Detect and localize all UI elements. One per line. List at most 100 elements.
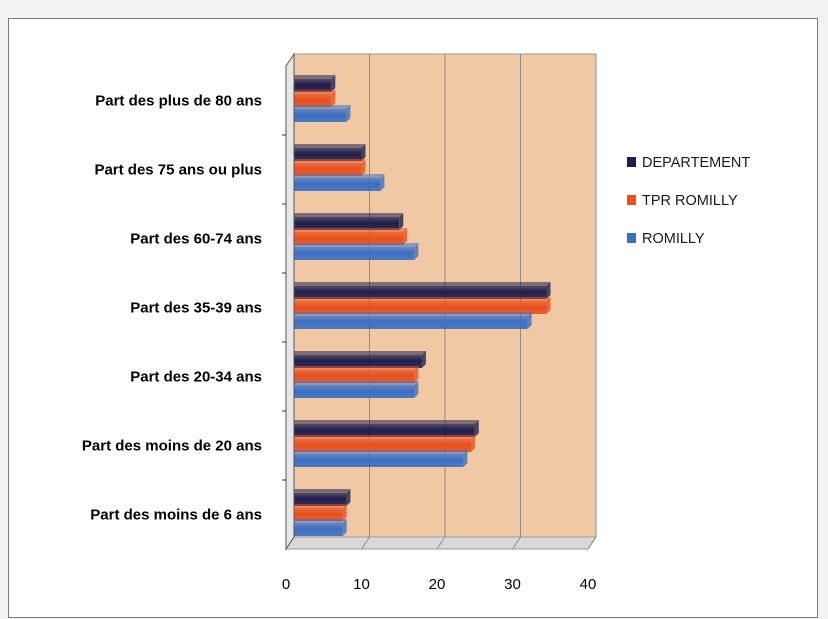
bar-front-face [286, 439, 471, 452]
category-label-part-des-35-39-ans: Part des 35-39 ans [130, 300, 262, 317]
bar-top-face [286, 450, 468, 454]
category-label-part-des-75-ans-ou-plus: Part des 75 ans ou plus [94, 162, 262, 179]
x-tick-label-20: 20 [429, 576, 446, 593]
bar-tpr-romilly-part-des-75-ans-ou-plus [286, 159, 366, 176]
bar-front-face [286, 301, 547, 314]
bar-departement-part-des-75-ans-ou-plus [286, 144, 366, 161]
bar-departement-part-des-moins-de-20-ans [286, 420, 479, 437]
bar-departement-part-des-35-39-ans [286, 282, 551, 299]
bar-front-face [286, 178, 381, 191]
bar-end-face [546, 282, 551, 299]
bar-front-face [286, 109, 347, 122]
legend-item-romilly: ROMILLY [627, 231, 705, 247]
bar-front-face [286, 232, 404, 245]
floor-gridline-20 [436, 536, 446, 550]
axes [282, 52, 295, 551]
category-label-part-des-moins-de-20-ans: Part des moins de 20 ans [82, 438, 262, 455]
bar-top-face [286, 282, 551, 286]
bar-top-face [286, 435, 475, 439]
bar-top-face [286, 105, 351, 109]
legend-item-tpr-romilly: TPR ROMILLY [627, 193, 738, 209]
category-label-part-des-60-74-ans: Part des 60-74 ans [130, 231, 262, 248]
legend-swatch [627, 195, 636, 205]
legend-label: DEPARTEMENT [642, 155, 750, 171]
bar-front-face [286, 247, 415, 260]
category-labels: Part des plus de 80 ans Part des 75 ans o… [82, 93, 262, 524]
floor-gridline-10 [361, 536, 370, 550]
bar-end-face [527, 312, 532, 329]
bar-tpr-romilly-part-des-60-74-ans [286, 228, 408, 245]
bar-end-face [342, 519, 347, 536]
bar-romilly-part-des-35-39-ans [286, 312, 532, 329]
bar-romilly-part-des-20-34-ans [286, 381, 419, 398]
bar-top-face [286, 489, 351, 493]
bar-end-face [470, 435, 475, 452]
bar-end-face [546, 297, 551, 314]
bar-tpr-romilly-part-des-20-34-ans [286, 366, 419, 383]
bar-top-face [286, 75, 336, 79]
bar-tpr-romilly-part-des-35-39-ans [286, 297, 551, 314]
bar-end-face [414, 366, 419, 383]
bar-top-face [286, 144, 366, 148]
legend-swatch [627, 157, 636, 167]
legend-label: TPR ROMILLY [642, 193, 738, 209]
x-tick-labels: 0 10 20 30 40 [282, 576, 597, 593]
bar-front-face [286, 370, 415, 383]
legend-swatch [627, 233, 636, 243]
bar-romilly-part-des-moins-de-6-ans [286, 519, 347, 536]
bar-front-face [286, 217, 400, 230]
category-label-part-des-moins-de-6-ans: Part des moins de 6 ans [90, 507, 262, 524]
bar-tpr-romilly-part-des-moins-de-6-ans [286, 504, 347, 521]
bar-top-face [286, 243, 419, 247]
bar-top-face [286, 504, 347, 508]
bar-top-face [286, 420, 479, 424]
bar-front-face [286, 79, 332, 92]
legend: DEPARTEMENT TPR ROMILLY ROMILLY [627, 155, 750, 247]
bar-end-face [361, 144, 366, 161]
bar-top-face [286, 381, 419, 385]
floor-gridline-30 [512, 536, 521, 550]
bar-top-face [286, 351, 426, 355]
bar-end-face [331, 90, 336, 107]
bar-front-face [286, 163, 362, 176]
category-label-part-des-20-34-ans: Part des 20-34 ans [130, 369, 262, 386]
bar-departement-part-des-60-74-ans [286, 213, 404, 230]
bar-top-face [286, 297, 551, 301]
bar-departement-part-des-20-34-ans [286, 351, 426, 368]
bar-end-face [346, 489, 351, 506]
bar-front-face [286, 148, 362, 161]
x-tick-label-40: 40 [580, 576, 597, 593]
bar-front-face [286, 508, 343, 521]
category-label-part-des-plus-de-80-ans: Part des plus de 80 ans [95, 93, 262, 110]
bar-top-face [286, 228, 408, 232]
bar-front-face [286, 454, 464, 467]
bar-end-face [421, 351, 426, 368]
x-tick-label-30: 30 [504, 576, 521, 593]
bar-romilly-part-des-75-ans-ou-plus [286, 174, 385, 191]
bar-front-face [286, 493, 347, 506]
x-tick-label-10: 10 [353, 576, 370, 593]
bar-romilly-part-des-moins-de-20-ans [286, 450, 468, 467]
bar-top-face [286, 159, 366, 163]
legend-label: ROMILLY [642, 231, 705, 247]
bar-departement-part-des-moins-de-6-ans [286, 489, 351, 506]
bar-chart: Part des plus de 80 ans Part des 75 ans o… [82, 52, 750, 593]
bar-top-face [286, 519, 347, 523]
bar-end-face [380, 174, 385, 191]
bar-front-face [286, 385, 415, 398]
bar-end-face [361, 159, 366, 176]
bar-end-face [346, 105, 351, 122]
bar-front-face [286, 523, 343, 536]
bar-end-face [474, 420, 479, 437]
legend-item-departement: DEPARTEMENT [627, 155, 750, 171]
y-axis-wall [285, 52, 295, 551]
bar-top-face [286, 90, 336, 94]
bar-front-face [286, 94, 332, 107]
bar-front-face [286, 424, 475, 437]
bar-front-face [286, 316, 528, 329]
bar-departement-part-des-plus-de-80-ans [286, 75, 336, 92]
bar-top-face [286, 213, 404, 217]
bar-end-face [463, 450, 468, 467]
x-tick-label-0: 0 [282, 576, 290, 593]
bar-end-face [414, 381, 419, 398]
